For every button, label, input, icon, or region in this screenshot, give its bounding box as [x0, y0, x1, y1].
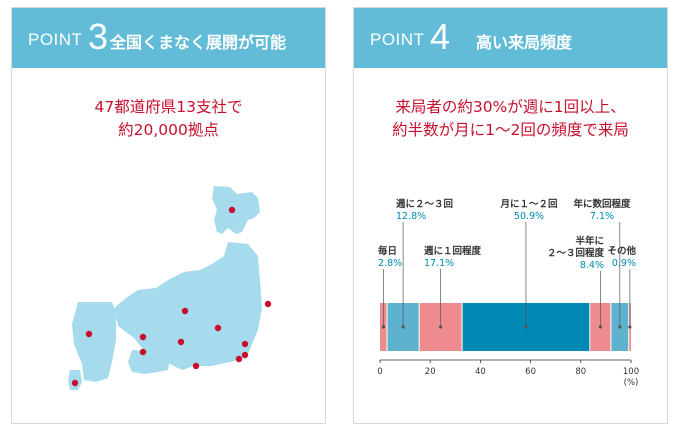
- point-label: POINT: [28, 30, 83, 49]
- lead-line-1: 47都道府県13支社で: [94, 98, 243, 116]
- map-dot: [71, 379, 79, 387]
- lead-line-2: 約20,000拠点: [118, 121, 219, 139]
- category-label: 月に１〜２回: [499, 199, 557, 210]
- x-tick-label: 20: [425, 367, 436, 377]
- point-label: POINT: [370, 30, 425, 49]
- category-label: 週に２〜３回: [396, 198, 453, 210]
- map-dot: [177, 338, 185, 346]
- map-dot: [192, 362, 200, 370]
- map-dot: [241, 340, 249, 348]
- x-tick-label: 60: [525, 367, 536, 377]
- category-label: 毎日: [378, 245, 397, 257]
- map-dot: [214, 324, 222, 332]
- lead-text: 47都道府県13支社で 約20,000拠点: [12, 96, 325, 142]
- office-dots: [71, 206, 272, 387]
- leader-dot: [628, 325, 632, 329]
- x-tick-label: 40: [475, 367, 486, 377]
- map-dot: [241, 351, 249, 359]
- x-tick-label: 100: [623, 367, 639, 377]
- lead-line-2: 約半数が月に1〜2回の頻度で来局: [392, 121, 629, 139]
- point-4-card: POINT 4 高い来局頻度 来局者の約30%が週に1回以上、 約半数が月に1〜…: [353, 7, 668, 424]
- percent-label: 2.8%: [378, 258, 402, 269]
- map-dot: [235, 355, 243, 363]
- leader-dot: [618, 325, 622, 329]
- category-label: 半年に: [575, 235, 604, 247]
- point-3-card: POINT 3 全国くまなく展開が可能 47都道府県13支社で 約20,000拠…: [11, 7, 326, 424]
- map-dot: [264, 300, 272, 308]
- percent-label: 12.8%: [396, 211, 426, 222]
- percent-label: 0.9%: [612, 258, 636, 269]
- x-tick-label: 80: [575, 367, 586, 377]
- map-dot: [139, 348, 147, 356]
- card-title: 全国くまなく展開が可能: [110, 33, 287, 52]
- x-unit-label: (%): [624, 378, 639, 388]
- leader-dot: [381, 325, 386, 329]
- leader-dot: [524, 325, 528, 329]
- leader-dot: [401, 325, 405, 329]
- japan-map-icon: [68, 186, 272, 390]
- category-label: 年に数回程度: [573, 198, 631, 210]
- card-title: 高い来局頻度: [476, 33, 573, 52]
- map-dot: [181, 307, 189, 315]
- category-label: その他: [607, 245, 636, 257]
- percent-label: 7.1%: [590, 211, 614, 222]
- lead-text: 来局者の約30%が週に1回以上、 約半数が月に1〜2回の頻度で来局: [354, 96, 667, 142]
- category-label: ２〜３回程度: [547, 247, 605, 259]
- point-number: 4: [430, 16, 451, 57]
- percent-label: 17.1%: [424, 258, 454, 269]
- lead-line-1: 来局者の約30%が週に1回以上、: [395, 98, 626, 116]
- leader-dot: [439, 325, 443, 329]
- japan-map-land: [68, 186, 262, 390]
- card-header: POINT 4 高い来局頻度: [354, 8, 667, 68]
- percent-label: 50.9%: [514, 211, 544, 222]
- point-number: 3: [88, 16, 109, 57]
- category-label: 週に１回程度: [424, 245, 482, 257]
- percent-label: 8.4%: [580, 260, 604, 271]
- x-tick-label: 0: [377, 367, 382, 377]
- leader-dot: [598, 325, 602, 329]
- map-dot: [85, 330, 93, 338]
- map-dot: [228, 206, 236, 214]
- card-header: POINT 3 全国くまなく展開が可能: [12, 8, 325, 68]
- map-dot: [139, 333, 147, 341]
